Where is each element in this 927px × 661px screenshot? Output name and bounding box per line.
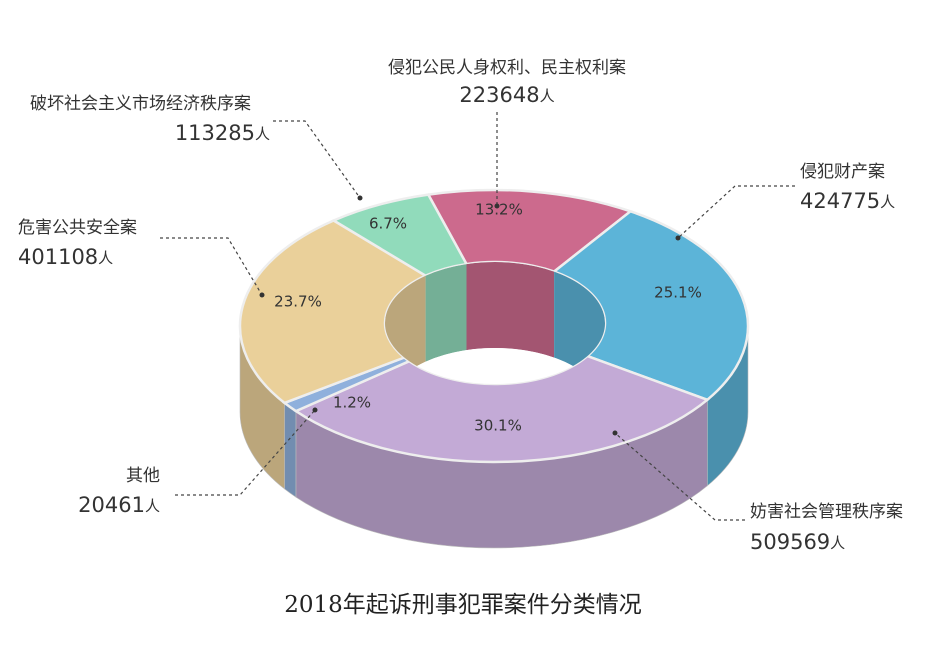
category-label: 其他 — [126, 466, 160, 486]
count-unit: 人 — [98, 249, 113, 267]
chart-title: 2018年起诉刑事犯罪案件分类情况 — [284, 592, 642, 618]
leader-line — [614, 432, 745, 521]
labels: 13.2%侵犯公民人身权利、民主权利案223648人25.1%侵犯财产案4247… — [18, 58, 903, 554]
leader-line — [175, 409, 316, 496]
count-value: 424775 — [800, 189, 880, 213]
count-label: 113285人 — [175, 121, 270, 145]
leader-dot — [675, 235, 681, 241]
count-label: 20461人 — [78, 493, 160, 517]
value-label: 13.2% — [475, 201, 523, 219]
count-value: 20461 — [78, 493, 145, 517]
count-label: 401108人 — [18, 245, 113, 269]
value-label: 23.7% — [274, 293, 322, 311]
leader-line — [273, 120, 361, 199]
slice-inner-side — [425, 264, 467, 362]
count-value: 509569 — [750, 530, 830, 554]
value-label: 6.7% — [369, 215, 407, 233]
slice-side — [284, 402, 297, 498]
category-label: 侵犯公民人身权利、民主权利案 — [388, 58, 626, 78]
value-label: 1.2% — [333, 394, 371, 412]
category-label: 侵犯财产案 — [800, 162, 885, 182]
category-label: 破坏社会主义市场经济秩序案 — [30, 94, 251, 114]
value-label: 25.1% — [654, 284, 702, 302]
leader-dot — [312, 407, 318, 413]
count-unit: 人 — [540, 87, 555, 105]
top-faces — [238, 188, 750, 464]
leader-dot — [612, 430, 618, 436]
leader-line — [677, 185, 795, 239]
slice-inner-side — [466, 262, 555, 358]
count-value: 223648 — [459, 83, 539, 107]
count-label: 424775人 — [800, 189, 895, 213]
count-unit: 人 — [880, 193, 895, 211]
leader-dot — [494, 203, 500, 209]
count-unit: 人 — [145, 497, 160, 515]
count-value: 401108 — [18, 245, 98, 269]
count-unit: 人 — [830, 534, 845, 552]
count-value: 113285 — [175, 121, 255, 145]
leader-dot — [259, 292, 265, 298]
category-label: 妨害社会管理秩序案 — [750, 502, 903, 522]
leader-line — [160, 237, 263, 296]
count-label: 509569人 — [750, 530, 845, 554]
count-label: 223648人 — [459, 83, 554, 107]
leader-dot — [357, 195, 363, 201]
category-label: 危害公共安全案 — [18, 218, 137, 238]
value-label: 30.1% — [474, 417, 522, 435]
count-unit: 人 — [255, 125, 270, 143]
